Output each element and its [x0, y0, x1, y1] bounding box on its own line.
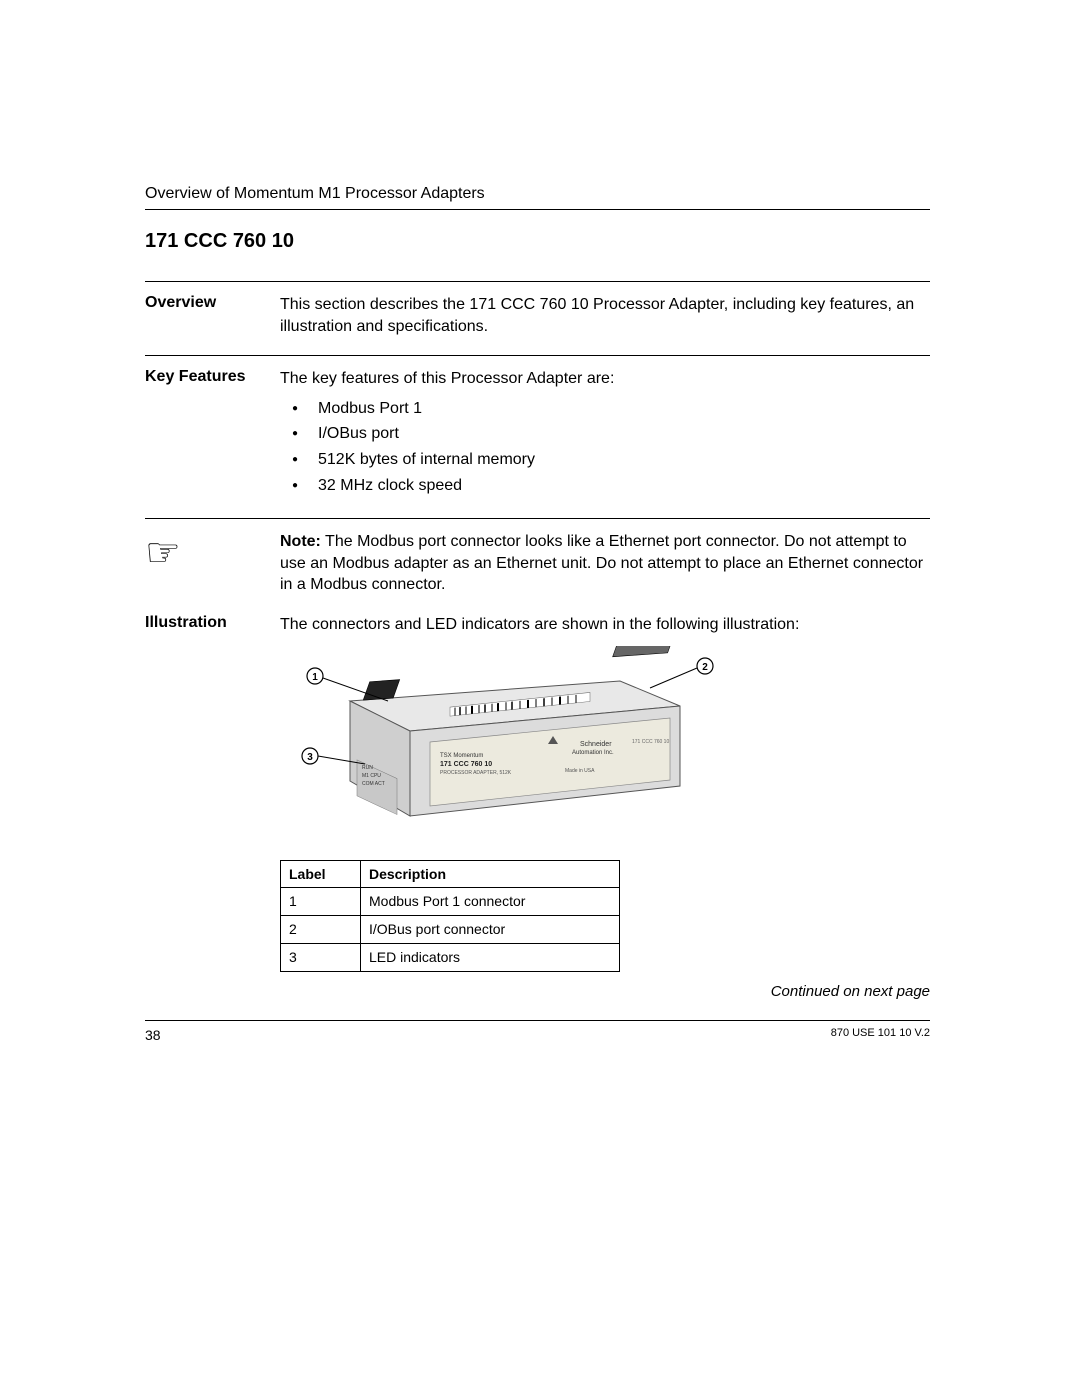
content-block: Overview This section describes the 171 …	[145, 281, 930, 1002]
led-cpu-text: M1 CPU	[362, 773, 381, 779]
table-cell: 1	[281, 888, 361, 916]
modbus-port-icon	[363, 679, 400, 700]
table-cell: 3	[281, 944, 361, 972]
note-section: ☞ Note: The Modbus port connector looks …	[145, 531, 930, 596]
overview-text: This section describes the 171 CCC 760 1…	[280, 294, 930, 337]
continued-text: Continued on next page	[280, 982, 930, 1002]
label-part: 171 CCC 760 10	[632, 739, 669, 745]
device-illustration: RUN M1 CPU COM ACT 1 2 3	[280, 646, 930, 846]
table-row: 1 Modbus Port 1 connector	[281, 888, 620, 916]
table-cell: I/OBus port connector	[361, 916, 620, 944]
header-rule	[145, 209, 930, 210]
feature-list: Modbus Port 1 I/OBus port 512K bytes of …	[280, 398, 930, 496]
running-head: Overview of Momentum M1 Processor Adapte…	[145, 185, 930, 203]
page-number: 38	[145, 1027, 161, 1043]
illustration-label: Illustration	[145, 614, 280, 1002]
feature-item: Modbus Port 1	[304, 398, 930, 420]
illustration-body: The connectors and LED indicators are sh…	[280, 614, 930, 1002]
key-features-label: Key Features	[145, 368, 280, 500]
key-features-intro: The key features of this Processor Adapt…	[280, 370, 614, 387]
doc-reference: 870 USE 101 10 V.2	[831, 1027, 930, 1043]
feature-item: 32 MHz clock speed	[304, 475, 930, 497]
page-content: Overview of Momentum M1 Processor Adapte…	[145, 185, 930, 1020]
label-model: 171 CCC 760 10	[440, 761, 492, 768]
note-label: Note:	[280, 533, 321, 550]
overview-section: Overview This section describes the 171 …	[145, 294, 930, 337]
section-rule	[145, 281, 930, 282]
table-cell: LED indicators	[361, 944, 620, 972]
page-footer: 38 870 USE 101 10 V.2	[145, 1020, 930, 1043]
pointing-hand-icon: ☞	[145, 531, 280, 573]
illustration-intro: The connectors and LED indicators are sh…	[280, 616, 799, 633]
callout-3: 3	[307, 752, 313, 763]
note-body: Note: The Modbus port connector looks li…	[280, 531, 930, 596]
callout-1: 1	[312, 672, 318, 683]
key-features-section: Key Features The key features of this Pr…	[145, 368, 930, 500]
illustration-section: Illustration The connectors and LED indi…	[145, 614, 930, 1002]
callout-line	[650, 668, 697, 688]
table-row: 2 I/OBus port connector	[281, 916, 620, 944]
table-header: Description	[361, 860, 620, 888]
led-com-text: COM ACT	[362, 781, 385, 787]
table-header: Label	[281, 860, 361, 888]
device-svg: RUN M1 CPU COM ACT 1 2 3	[280, 646, 720, 846]
table-cell: 2	[281, 916, 361, 944]
table-row: 3 LED indicators	[281, 944, 620, 972]
label-made: Made in USA	[565, 768, 595, 774]
feature-item: I/OBus port	[304, 423, 930, 445]
label-model-prefix: TSX Momentum	[440, 753, 483, 759]
label-brand: Schneider	[580, 741, 612, 748]
led-run-text: RUN	[362, 765, 373, 771]
page-title: 171 CCC 760 10	[145, 230, 930, 253]
note-text: The Modbus port connector looks like a E…	[280, 533, 923, 593]
table-cell: Modbus Port 1 connector	[361, 888, 620, 916]
section-rule	[145, 355, 930, 356]
section-rule	[145, 518, 930, 519]
label-desc: PROCESSOR ADAPTER, 512K	[440, 770, 512, 776]
callout-2: 2	[702, 662, 708, 673]
table-header-row: Label Description	[281, 860, 620, 888]
label-table: Label Description 1 Modbus Port 1 connec…	[280, 860, 620, 973]
feature-item: 512K bytes of internal memory	[304, 449, 930, 471]
iobus-port-icon	[613, 646, 673, 657]
label-brand2: Automation Inc.	[572, 750, 614, 756]
overview-label: Overview	[145, 294, 280, 337]
key-features-body: The key features of this Processor Adapt…	[280, 368, 930, 500]
